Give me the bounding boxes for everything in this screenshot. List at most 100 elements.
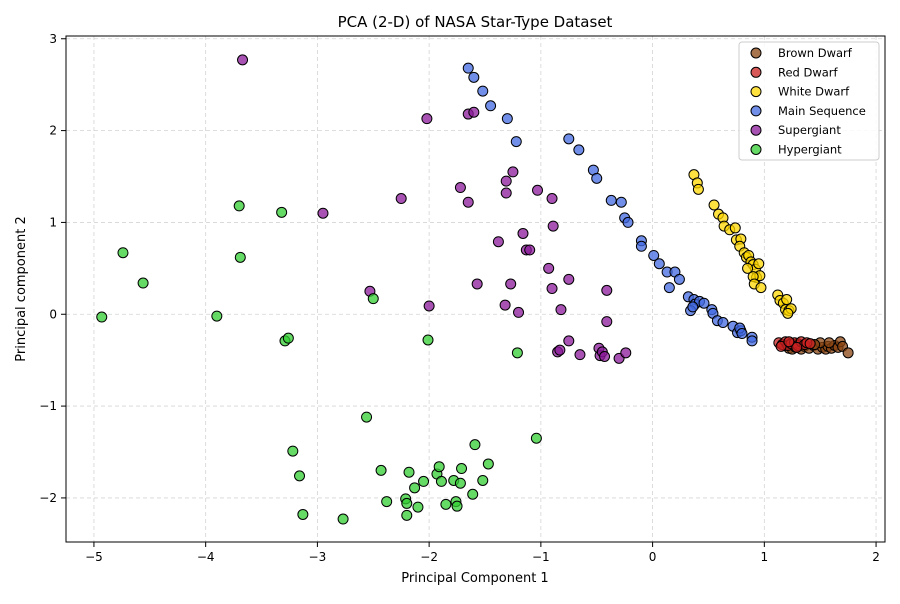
data-point [753,258,765,270]
y-tick-label: 1 [49,215,57,229]
y-tick-label: 3 [49,32,57,46]
y-axis-label: Principal component 2 [14,216,29,361]
legend-marker [750,144,762,155]
data-point [605,194,617,206]
y-tick-label: −1 [39,399,57,413]
data-point [620,347,632,359]
legend-marker [750,47,762,59]
data-point [468,106,480,118]
data-point [673,273,685,285]
data-point [546,193,558,205]
y-axis-ticks: −2 −1 0 1 2 3 [39,32,66,505]
data-point [435,475,447,487]
data-point [401,497,413,509]
data-point [468,71,480,83]
data-point [547,220,559,232]
data-point [736,328,748,340]
legend-items: Brown Dwarf Red Dwarf White Dwarf Main Sequ… [750,46,866,157]
data-point [804,338,816,350]
data-point [532,184,544,196]
legend-label: Red Dwarf [778,65,839,79]
data-point [456,463,468,475]
data-point [440,498,452,510]
data-point [395,193,407,205]
data-point [337,513,349,525]
series-red-dwarf [773,336,816,353]
y-tick-label: −2 [39,491,57,505]
data-point [648,249,660,261]
data-point [287,445,299,457]
data-point [622,216,634,228]
data-point [233,200,245,212]
x-tick-label: −1 [532,550,550,564]
series-supergiant [237,54,632,364]
data-point [367,293,379,305]
data-point [137,277,149,289]
x-tick-label: −5 [85,550,103,564]
data-point [317,207,329,219]
data-point [742,262,754,274]
data-point [601,316,613,328]
data-point [500,187,512,199]
data-point [492,236,504,248]
data-point [653,258,665,270]
data-point [462,196,474,208]
data-point [782,307,794,319]
data-point [554,344,566,356]
data-point [543,262,555,274]
data-point [692,183,704,195]
data-point [451,500,463,512]
data-point [698,297,710,309]
series-main-sequence [462,62,758,347]
x-tick-label: −4 [197,550,215,564]
x-tick-label: 0 [649,550,657,564]
x-tick-label: −2 [420,550,438,564]
data-point [823,337,835,349]
data-point [591,172,603,184]
data-point [708,199,720,211]
data-point [499,299,511,311]
data-point [517,227,529,239]
x-tick-label: 1 [761,550,769,564]
data-point [467,488,479,500]
data-point [117,247,129,259]
data-point [729,222,741,234]
data-point [615,196,627,208]
legend-marker [750,124,762,136]
x-tick-label: −3 [309,550,327,564]
data-point [501,113,513,125]
x-axis-label: Principal Component 1 [401,571,548,586]
data-points [96,54,854,525]
data-point [409,482,421,494]
plot-frame [65,35,886,543]
data-point [755,282,767,294]
data-point [462,62,474,74]
legend-label: White Dwarf [778,85,850,99]
legend-label: Supergiant [778,123,841,137]
data-point [403,466,415,478]
data-point [601,284,613,296]
data-point [791,341,803,353]
data-point [477,474,489,486]
data-point [477,85,489,97]
data-point [421,113,433,125]
data-point [454,477,466,489]
data-point [563,335,575,347]
data-point [546,283,558,295]
data-point [237,54,249,66]
data-point [485,100,497,112]
data-point [563,273,575,285]
data-point [482,458,494,470]
series-white-dwarf [688,169,797,319]
data-point [635,240,647,252]
data-point [401,509,413,521]
legend-label: Brown Dwarf [778,46,853,60]
data-point [505,278,517,290]
legend-marker [750,105,762,117]
data-point [513,306,525,318]
y-tick-label: 2 [49,124,57,138]
data-point [282,332,294,344]
data-point [555,304,567,316]
